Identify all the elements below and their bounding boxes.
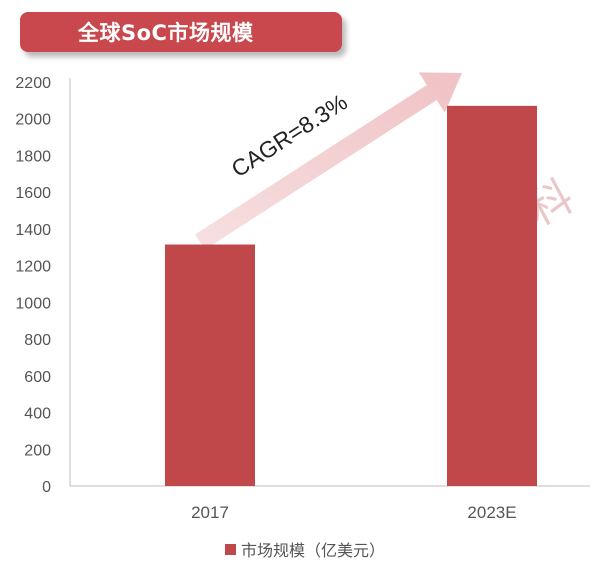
y-tick-label: 600 (24, 369, 51, 386)
y-tick-label: 1000 (15, 295, 51, 312)
legend-swatch (225, 544, 236, 555)
x-tick-label: 2017 (191, 503, 229, 522)
y-tick-label: 800 (24, 332, 51, 349)
bar-2023E (447, 105, 537, 486)
title-banner: 全球SoC市场规模 (20, 12, 342, 52)
y-tick-label: 1600 (15, 185, 51, 202)
x-tick-label: 2023E (467, 503, 516, 522)
chart-title: 全球SoC市场规模 (78, 21, 254, 45)
y-tick-label: 400 (24, 406, 51, 423)
bar-2017 (165, 244, 255, 486)
cagr-annotation: CAGR=8.3% (227, 89, 352, 183)
legend-label: 市场规模（亿美元） (241, 541, 385, 560)
y-tick-label: 200 (24, 442, 51, 459)
y-tick-label: 2000 (15, 112, 51, 129)
y-tick-label: 1200 (15, 259, 51, 276)
y-tick-label: 1400 (15, 222, 51, 239)
y-tick-label: 2200 (15, 75, 51, 92)
y-tick-label: 0 (42, 479, 51, 496)
growth-arrow-icon (195, 72, 462, 250)
y-tick-label: 1800 (15, 148, 51, 165)
